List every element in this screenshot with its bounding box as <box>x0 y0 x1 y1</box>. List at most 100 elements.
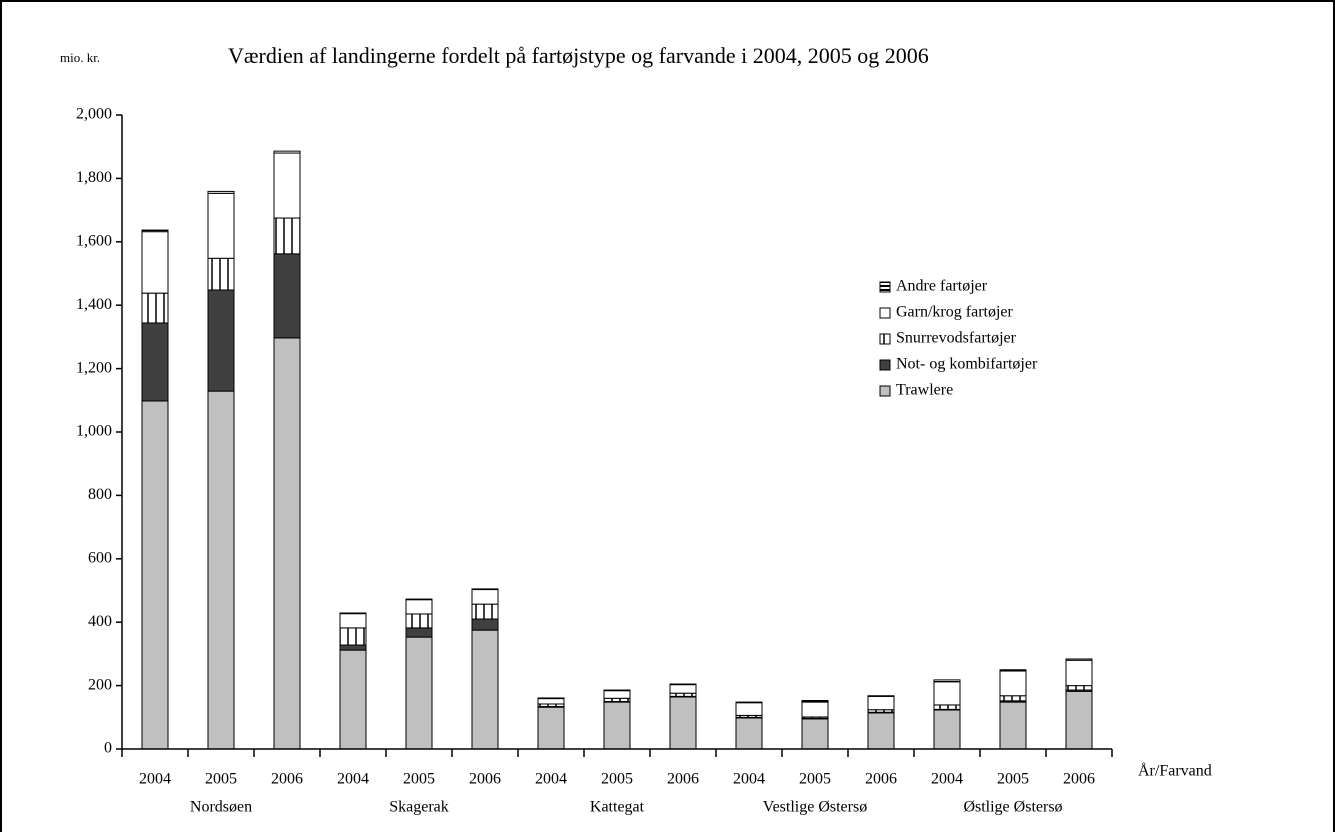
bar-segment <box>669 684 697 694</box>
x-tick-label: 2006 <box>667 771 699 788</box>
y-tick-label: 200 <box>88 676 112 693</box>
legend-swatch <box>879 385 891 397</box>
bar-segment <box>867 712 895 750</box>
bar-segment <box>339 644 367 651</box>
bar-segment <box>867 695 895 697</box>
bar-segment <box>471 629 499 750</box>
bar-segment <box>405 598 433 601</box>
legend-label: Trawlere <box>896 382 953 399</box>
x-tick-label: 2005 <box>403 771 435 788</box>
bar-segment <box>273 253 301 339</box>
bar-segment <box>1065 690 1093 750</box>
bar-segment <box>405 613 433 629</box>
bar-segment <box>141 229 169 233</box>
bar-segment <box>273 217 301 255</box>
bar-segment <box>339 627 367 646</box>
y-tick-label: 600 <box>88 549 112 566</box>
bar-segment <box>735 702 763 716</box>
bar-segment <box>999 701 1027 750</box>
y-tick-label: 1,000 <box>76 423 112 440</box>
bar-segment <box>603 701 631 750</box>
bar-segment <box>141 400 169 750</box>
x-tick-label: 2005 <box>997 771 1029 788</box>
group-label: Østlige Østersø <box>963 799 1062 816</box>
bar-segment <box>933 679 961 683</box>
bar-segment <box>405 627 433 638</box>
legend-label: Garn/krog fartøjer <box>896 304 1014 321</box>
bar-segment <box>537 697 565 700</box>
bar-segment <box>1065 658 1093 661</box>
y-tick-label: 1,600 <box>76 232 112 249</box>
bar-segment <box>273 152 301 219</box>
bar-segment <box>339 612 367 615</box>
bar-segment <box>933 709 961 750</box>
bar-segment <box>207 190 235 194</box>
bar-segment <box>537 698 565 705</box>
group-label: Kattegat <box>590 799 645 816</box>
bar-segment <box>603 689 631 692</box>
bar-segment <box>999 669 1027 672</box>
bar-segment <box>405 599 433 615</box>
bar-segment <box>273 150 301 154</box>
x-tick-label: 2004 <box>931 771 963 788</box>
y-tick-label: 800 <box>88 486 112 503</box>
x-tick-label: 2006 <box>1063 771 1095 788</box>
x-tick-label: 2006 <box>271 771 303 788</box>
group-label: Vestlige Østersø <box>763 799 867 816</box>
x-axis-label: År/Farvand <box>1138 762 1212 780</box>
bar-segment <box>339 649 367 750</box>
bar-segment <box>471 588 499 591</box>
bar-segment <box>801 701 829 718</box>
legend-swatch <box>879 333 891 345</box>
bar-segment <box>207 289 235 392</box>
legend-swatch <box>879 359 891 371</box>
x-tick-label: 2006 <box>469 771 501 788</box>
y-tick-label: 2,000 <box>76 106 112 123</box>
bar-segment <box>471 618 499 631</box>
legend-label: Snurrevodsfartøjer <box>896 330 1017 347</box>
x-tick-label: 2004 <box>139 771 171 788</box>
bar-segment <box>999 695 1027 702</box>
bar-segment <box>207 192 235 259</box>
bar-segment <box>537 706 565 750</box>
bar-segment <box>669 696 697 750</box>
bar-segment <box>933 704 961 710</box>
bar-segment <box>405 636 433 750</box>
bar-segment <box>273 337 301 750</box>
group-label: Nordsøen <box>190 799 252 816</box>
bar-segment <box>339 613 367 629</box>
x-tick-label: 2005 <box>799 771 831 788</box>
bar-segment <box>1065 659 1093 687</box>
y-tick-label: 1,400 <box>76 296 112 313</box>
x-tick-label: 2005 <box>601 771 633 788</box>
x-tick-label: 2006 <box>865 771 897 788</box>
legend-label: Andre fartøjer <box>896 278 988 295</box>
bar-segment <box>207 257 235 291</box>
bar-segment <box>801 718 829 750</box>
bar-segment <box>801 699 829 703</box>
y-tick-label: 400 <box>88 613 112 630</box>
group-label: Skagerak <box>389 799 449 816</box>
y-tick-label: 0 <box>104 740 112 757</box>
bar-segment <box>141 231 169 294</box>
bar-segment <box>735 701 763 704</box>
chart-title: Værdien af landingerne fordelt på fartøj… <box>228 43 929 68</box>
x-tick-label: 2004 <box>535 771 567 788</box>
y-tick-label: 1,800 <box>76 169 112 186</box>
bar-segment <box>735 717 763 750</box>
legend-swatch <box>879 281 891 293</box>
bar-segment <box>669 683 697 686</box>
bar-segment <box>471 603 499 620</box>
bar-segment <box>933 681 961 706</box>
x-tick-label: 2004 <box>733 771 765 788</box>
bar-segment <box>141 322 169 402</box>
legend-label: Not- og kombifartøjer <box>896 356 1038 373</box>
bar-segment <box>207 390 235 750</box>
bar-segment <box>141 292 169 324</box>
bar-segment <box>867 695 895 711</box>
bar-segment <box>1065 685 1093 691</box>
y-tick-label: 1,200 <box>76 359 112 376</box>
bar-segment <box>603 690 631 699</box>
